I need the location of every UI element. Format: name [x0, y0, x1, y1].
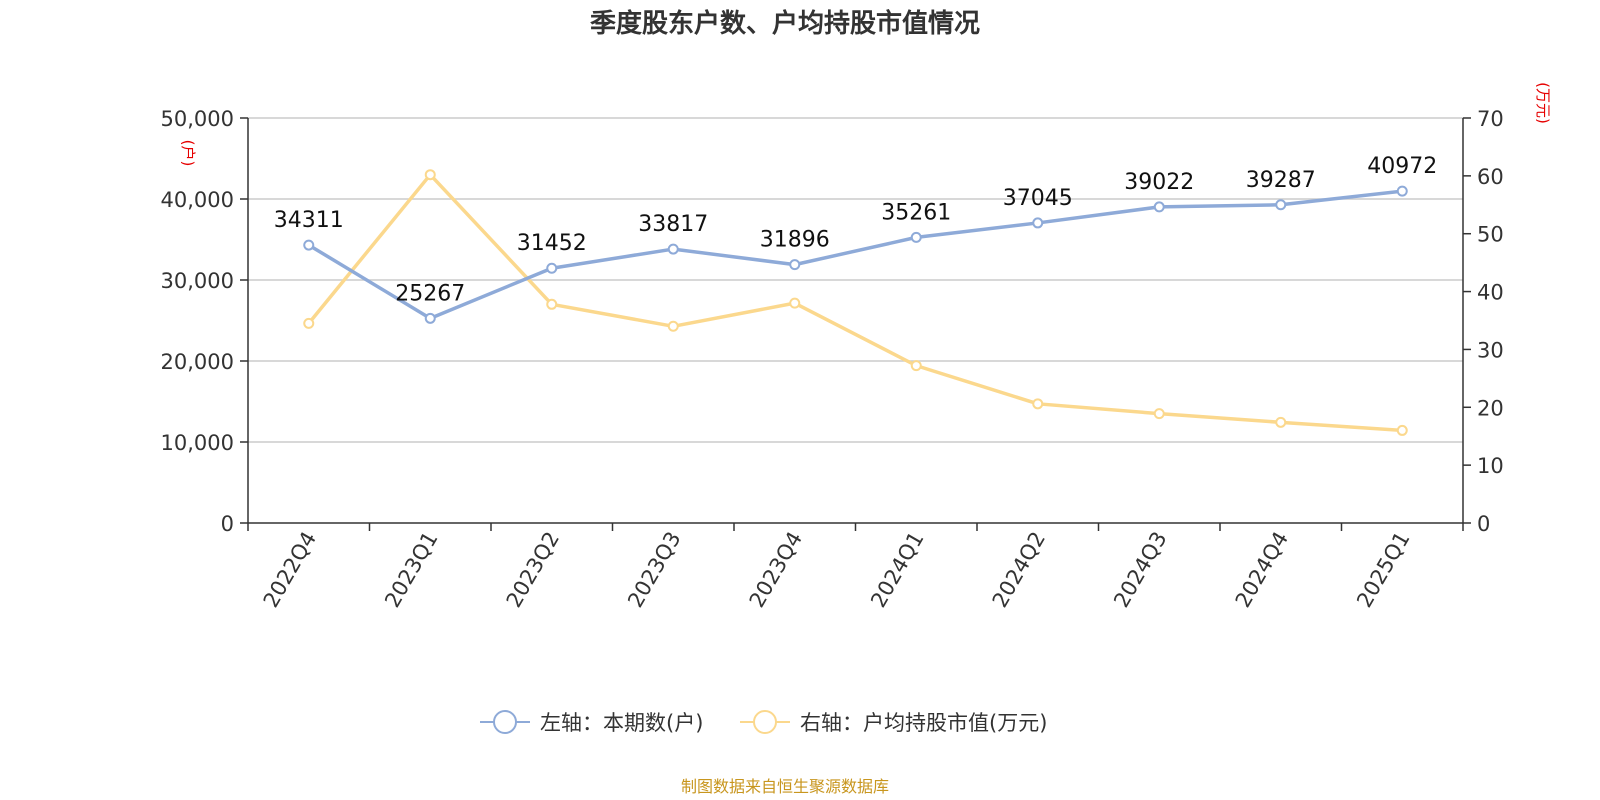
holders-point — [424, 312, 436, 324]
avg-value-point — [546, 298, 558, 310]
left-axis-tick-label: 10,000 — [161, 431, 234, 455]
x-axis-tick-label: 2024Q2 — [988, 528, 1050, 612]
x-axis-tick-label: 2024Q1 — [866, 528, 928, 612]
holders-point — [910, 231, 922, 243]
avg-value-point — [1153, 408, 1165, 420]
x-axis-tick-label: 2024Q3 — [1109, 528, 1171, 612]
gridlines — [248, 117, 1463, 443]
left-axis-tick-label: 40,000 — [161, 188, 234, 212]
avg-value-point — [667, 320, 679, 332]
right-axis-tick-label: 60 — [1477, 165, 1504, 189]
data-label: 31896 — [760, 228, 830, 253]
right-axis-tick-label: 40 — [1477, 281, 1504, 305]
data-label: 40972 — [1367, 154, 1437, 179]
x-axis-tick-label: 2023Q3 — [623, 528, 685, 612]
x-axis-tick-label: 2023Q4 — [745, 528, 807, 612]
holders-point — [789, 259, 801, 271]
legend-marker — [753, 710, 777, 734]
avg-value-point — [1396, 424, 1408, 436]
left-axis-tick-label: 20,000 — [161, 350, 234, 374]
x-axis-tick-label: 2024Q4 — [1231, 528, 1293, 612]
source-note: 制图数据来自恒生聚源数据库 — [681, 777, 889, 796]
x-axis-tick-label: 2023Q2 — [502, 528, 564, 612]
holders-point — [667, 243, 679, 255]
data-label: 37045 — [1003, 186, 1073, 211]
right-axis-tick-label: 20 — [1477, 396, 1504, 420]
avg-value-point — [910, 360, 922, 372]
right-axis-tick-label: 30 — [1477, 338, 1504, 362]
avg-value-point — [424, 169, 436, 181]
legend[interactable]: 左轴：本期数(户) 右轴：户均持股市值(万元) — [480, 710, 1047, 735]
holders-point — [1275, 199, 1287, 211]
data-label: 39022 — [1124, 170, 1194, 195]
x-axis-tick-label: 2022Q4 — [259, 528, 321, 612]
left-axis-tick-label: 0 — [221, 512, 234, 536]
data-label: 34311 — [274, 208, 344, 233]
holders-point — [303, 239, 315, 251]
avg-value-line — [307, 172, 1403, 433]
data-label: 33817 — [638, 212, 708, 237]
left-axis-tick-label: 30,000 — [161, 269, 234, 293]
data-label: 25267 — [395, 281, 465, 306]
legend-item[interactable]: 左轴：本期数(户) — [480, 710, 703, 735]
avg-value-point — [1275, 416, 1287, 428]
x-axis-tick-label: 2023Q1 — [380, 528, 442, 612]
left-axis-unit: (户) — [179, 140, 197, 167]
right-axis-tick-label: 70 — [1477, 107, 1504, 131]
right-axis-tick-label: 50 — [1477, 223, 1504, 247]
holders-point — [546, 262, 558, 274]
legend-label: 左轴：本期数(户) — [540, 711, 703, 735]
right-axis-tick-label: 10 — [1477, 454, 1504, 478]
legend-label: 右轴：户均持股市值(万元) — [800, 711, 1047, 735]
avg-value-point — [303, 317, 315, 329]
left-axis-tick-label: 50,000 — [161, 107, 234, 131]
data-label: 31452 — [517, 231, 587, 256]
holders-point — [1032, 217, 1044, 229]
series-layer — [303, 169, 1408, 436]
data-label: 39287 — [1246, 168, 1316, 193]
data-labels: 34311 25267 31452 33817 31896 35261 37045 39022… — [274, 154, 1438, 306]
x-axis-tick-label: 2025Q1 — [1352, 528, 1414, 612]
right-axis-tick-label: 0 — [1477, 512, 1490, 536]
legend-marker — [493, 710, 517, 734]
chart-title: 季度股东户数、户均持股市值情况 — [590, 8, 980, 39]
data-label: 35261 — [881, 200, 951, 225]
holders-point — [1153, 201, 1165, 213]
holders-point — [1396, 185, 1408, 197]
holders-line — [307, 189, 1403, 321]
avg-value-point — [1032, 398, 1044, 410]
legend-item[interactable]: 右轴：户均持股市值(万元) — [740, 710, 1047, 735]
avg-value-point — [789, 297, 801, 309]
right-axis-unit: (万元) — [1534, 82, 1552, 124]
